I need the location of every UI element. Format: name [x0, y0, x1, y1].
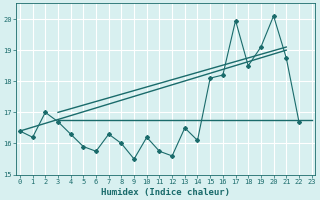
X-axis label: Humidex (Indice chaleur): Humidex (Indice chaleur) — [101, 188, 230, 197]
